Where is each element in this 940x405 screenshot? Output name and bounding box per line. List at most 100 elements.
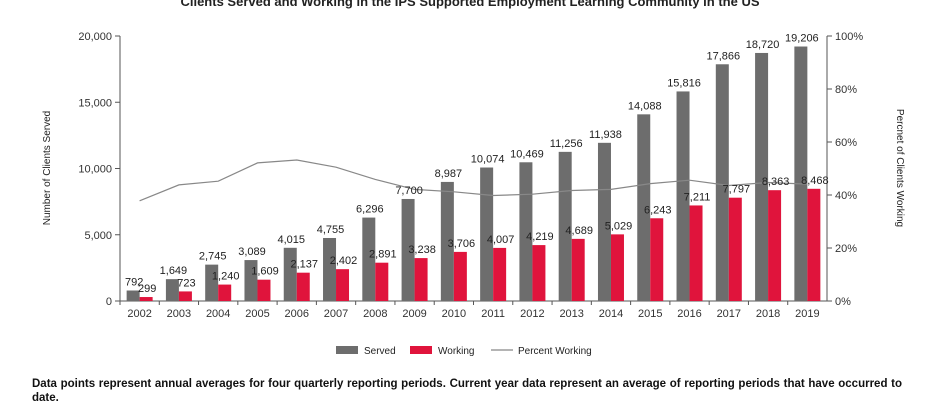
y2-tick-label: 0% (835, 296, 851, 308)
data-label-served: 8,987 (435, 168, 463, 180)
x-tick-label: 2012 (520, 308, 544, 320)
bar-working (768, 190, 782, 301)
bar-served (440, 181, 454, 301)
data-label-served: 2,745 (199, 251, 227, 263)
plot-area: 0 5,000 10,000 15,000 20,000 0% 20% 40% 60% 80% 10… (78, 31, 863, 320)
legend-label-percent: Percent Working (518, 346, 592, 357)
bar-working (296, 272, 310, 301)
data-label-working: 6,243 (644, 204, 672, 216)
bar-served (362, 217, 376, 301)
x-tick-label: 2006 (285, 308, 309, 320)
y-tick-label: 0 (106, 296, 112, 308)
y2-tick-label: 20% (835, 243, 857, 255)
chart-title: Clients Served and Working in the IPS Su… (180, 0, 759, 9)
bar-working (650, 218, 664, 301)
data-label-working: 2,137 (290, 259, 318, 271)
data-label-working: 1,240 (212, 271, 240, 283)
data-label-served: 6,296 (356, 204, 384, 216)
legend: Served Working Percent Working (336, 346, 592, 357)
data-label-working: 4,219 (526, 231, 554, 243)
bar-served (401, 198, 415, 301)
data-label-served: 11,938 (589, 129, 622, 141)
data-label-served: 4,755 (317, 224, 345, 236)
x-tick-label: 2007 (324, 308, 348, 320)
data-label-working: 8,468 (801, 175, 829, 187)
data-label-working: 4,689 (565, 225, 593, 237)
data-label-served: 1,649 (160, 265, 188, 277)
data-label-working: 299 (138, 283, 156, 295)
data-label-working: 8,363 (762, 176, 790, 188)
bar-working (689, 205, 703, 301)
bar-served (558, 151, 572, 301)
bar-served (126, 290, 140, 301)
x-tick-label: 2019 (795, 308, 819, 320)
bar-working (178, 291, 192, 301)
data-label-working: 7,797 (723, 184, 751, 196)
y-tick-label: 10,000 (78, 164, 112, 176)
bar-working (571, 238, 585, 301)
bar-working (336, 269, 350, 301)
data-label-served: 18,720 (746, 39, 780, 51)
x-tick-label: 2003 (167, 308, 191, 320)
y2-tick-label: 80% (835, 84, 857, 96)
data-label-served: 14,088 (628, 100, 662, 112)
x-tick-label: 2015 (638, 308, 662, 320)
data-label-served: 19,206 (785, 33, 819, 45)
x-tick-label: 2009 (402, 308, 426, 320)
data-label-working: 3,706 (448, 238, 476, 250)
line-percent-working (139, 159, 808, 202)
x-tick-label: 2002 (127, 308, 151, 320)
x-tick-label: 2008 (363, 308, 387, 320)
x-tick-label: 2014 (599, 308, 623, 320)
data-label-working: 7,211 (684, 191, 711, 203)
bar-served (597, 142, 611, 301)
x-tick-label: 2010 (442, 308, 466, 320)
x-tick-label: 2011 (481, 308, 505, 320)
legend-label-working: Working (438, 346, 475, 357)
data-label-working: 1,609 (251, 266, 279, 278)
x-tick-label: 2018 (756, 308, 780, 320)
footnote: Data points represent annual averages fo… (32, 378, 902, 404)
bar-working (610, 234, 624, 301)
data-label-served: 10,074 (471, 154, 505, 166)
data-label-working: 4,007 (487, 234, 515, 246)
data-label-working: 2,891 (369, 249, 397, 261)
data-label-served: 17,866 (706, 50, 740, 62)
bar-working (532, 245, 546, 301)
bar-working (453, 251, 467, 301)
y-axis-title: Number of Clients Served (42, 111, 53, 226)
data-label-served: 4,015 (277, 234, 305, 246)
legend-label-served: Served (364, 346, 396, 357)
bar-served (283, 247, 297, 301)
x-tick-label: 2016 (677, 308, 701, 320)
y2-tick-label: 100% (835, 31, 863, 43)
bar-served (480, 167, 494, 301)
bar-served (715, 64, 729, 301)
x-tick-label: 2013 (559, 308, 583, 320)
bar-served (519, 162, 533, 301)
bar-served (244, 260, 258, 301)
bar-served (637, 114, 651, 301)
y-tick-label: 20,000 (78, 31, 112, 43)
y-tick-label: 15,000 (78, 97, 112, 109)
data-label-served: 10,469 (510, 148, 544, 160)
y-tick-label: 5,000 (84, 230, 112, 242)
bar-working (493, 247, 507, 301)
bar-served (755, 52, 769, 302)
bar-working (728, 197, 742, 301)
bar-working (414, 258, 428, 301)
legend-swatch-working (410, 346, 432, 354)
x-tick-label: 2017 (717, 308, 741, 320)
bar-working (218, 284, 232, 301)
bar-working (375, 262, 389, 301)
bar-served (205, 264, 219, 301)
bar-served (165, 279, 179, 301)
bar-served (676, 91, 690, 301)
data-label-working: 2,402 (330, 255, 358, 267)
data-label-working: 3,238 (408, 244, 436, 256)
bar-working (139, 297, 153, 301)
legend-swatch-served (336, 346, 358, 354)
y2-tick-label: 60% (835, 137, 857, 149)
data-label-served: 11,256 (550, 138, 583, 150)
bar-served (794, 46, 808, 301)
